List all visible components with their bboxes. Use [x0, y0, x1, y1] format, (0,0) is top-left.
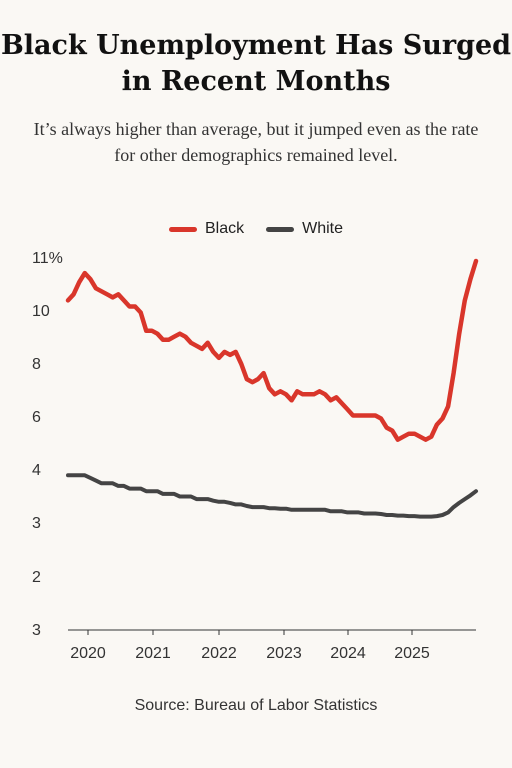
x-tick-label: 2025: [394, 645, 430, 662]
x-tick-label: 2024: [330, 645, 366, 662]
legend-label-black: Black: [204, 220, 245, 237]
legend-item-black: Black: [168, 220, 245, 238]
legend-swatch-black: [168, 226, 197, 232]
x-tick-label: 2021: [135, 645, 171, 662]
chart-subtitle: It’s always higher than average, but it …: [33, 119, 479, 165]
y-tick-label: 3: [32, 622, 41, 639]
y-tick-label: 10: [32, 303, 50, 320]
legend: Black White: [0, 220, 512, 238]
y-axis: 11% 10 8 6 4 3 2 3: [32, 250, 63, 639]
series-line-white: [66, 473, 478, 519]
chart-title: Black Unemployment Has Surged in Recent …: [0, 30, 512, 97]
y-tick-label: 2: [32, 569, 41, 586]
y-tick-label: 3: [32, 515, 41, 532]
x-tick-label: 2022: [201, 645, 237, 662]
x-axis: 2020 2021 2022 2023 2024 2025: [68, 629, 476, 662]
x-tick-label: 2023: [266, 645, 302, 662]
legend-item-white: White: [266, 220, 343, 238]
chart-source: Source: Bureau of Labor Statistics: [134, 697, 378, 714]
y-tick-label: 8: [32, 356, 41, 373]
series-line-black: [65, 258, 479, 442]
y-tick-label: 4: [32, 462, 41, 479]
series-layer: [65, 258, 479, 519]
legend-label-white: White: [302, 220, 344, 237]
x-tick-label: 2020: [70, 645, 106, 662]
y-tick-label: 11%: [32, 250, 63, 267]
legend-swatch-white: [266, 226, 295, 232]
y-tick-label: 6: [32, 409, 41, 426]
